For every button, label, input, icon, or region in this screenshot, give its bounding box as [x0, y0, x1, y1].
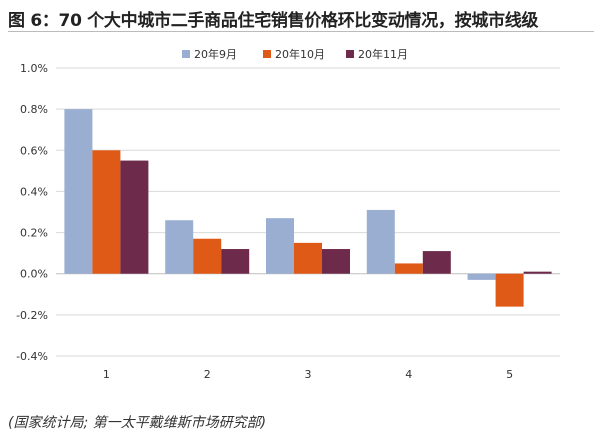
x-tick-label: 2	[204, 368, 211, 381]
bar-series-2-cat-2	[193, 238, 222, 274]
bar-series-3-cat-5	[523, 271, 552, 274]
bar-series-3-cat-3	[322, 249, 350, 274]
legend-label: 20年11月	[358, 47, 408, 61]
bar-series-2-cat-3	[294, 242, 322, 274]
legend-swatch	[182, 50, 190, 58]
y-tick-label: 0.8%	[20, 103, 48, 116]
legend-swatch	[346, 50, 354, 58]
y-tick-label: 0.2%	[20, 227, 48, 240]
y-tick-label: 0.4%	[20, 185, 48, 198]
x-tick-label: 1	[103, 368, 110, 381]
legend-label: 20年9月	[194, 47, 237, 61]
title-divider	[8, 31, 594, 32]
bar-series-3-cat-1	[120, 160, 149, 274]
legend: 20年9月 20年10月 20年11月	[182, 47, 408, 61]
y-tick-label: 0.6%	[20, 144, 48, 157]
bar-chart: 1.0% 0.8% 0.6% 0.4% 0.2% 0.0% -0.2% -0.4% 1 2 3 4 5…	[16, 47, 560, 381]
bars	[64, 109, 552, 307]
bar-series-2-cat-1	[92, 150, 121, 274]
x-axis: 1 2 3 4 5	[103, 368, 513, 381]
x-tick-label: 3	[305, 368, 312, 381]
bar-series-1-cat-2	[165, 220, 194, 274]
chart-title: 图 6：70 个大中城市二手商品住宅销售价格环比变动情况，按城市线级	[8, 11, 539, 31]
bar-series-1-cat-1	[64, 109, 93, 274]
y-tick-label: 1.0%	[20, 62, 48, 75]
y-tick-label: -0.2%	[16, 309, 48, 322]
bar-series-1-cat-3	[266, 218, 294, 274]
source-note: (国家统计局; 第一太平戴维斯市场研究部)	[8, 415, 267, 431]
y-tick-label: 0.0%	[20, 268, 48, 281]
legend-swatch	[263, 50, 271, 58]
bar-series-2-cat-4	[394, 263, 423, 274]
bar-series-3-cat-4	[422, 251, 451, 274]
legend-label: 20年10月	[275, 47, 325, 61]
x-tick-label: 5	[506, 368, 513, 381]
bar-series-1-cat-5	[467, 273, 496, 280]
x-tick-label: 4	[405, 368, 412, 381]
y-axis: 1.0% 0.8% 0.6% 0.4% 0.2% 0.0% -0.2% -0.4%	[16, 62, 48, 363]
bar-series-2-cat-5	[495, 273, 524, 307]
y-tick-label: -0.4%	[16, 350, 48, 363]
bar-series-1-cat-4	[366, 209, 395, 274]
bar-series-3-cat-2	[221, 249, 250, 274]
